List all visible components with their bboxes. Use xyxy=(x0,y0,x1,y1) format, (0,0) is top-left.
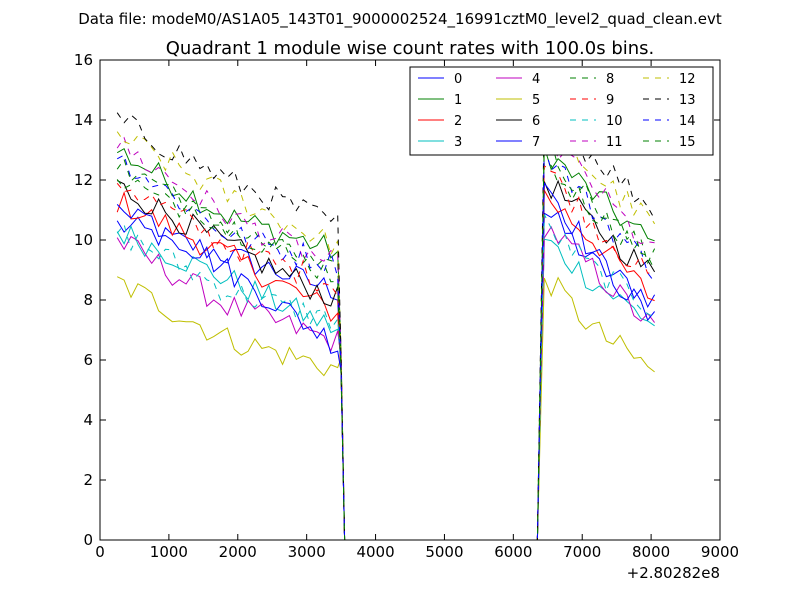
legend-label-14: 14 xyxy=(679,114,696,129)
series-line-8 xyxy=(116,161,656,541)
plot-lines xyxy=(116,112,656,541)
series-line-15 xyxy=(116,135,656,541)
series-line-7 xyxy=(116,181,655,541)
series-line-6 xyxy=(116,179,656,541)
y-tick-label: 10 xyxy=(74,231,93,249)
x-tick-label: 9000 xyxy=(701,543,739,561)
x-tick-label: 1000 xyxy=(150,543,188,561)
legend-label-5: 5 xyxy=(532,93,540,108)
series-line-4 xyxy=(116,225,655,541)
legend-label-9: 9 xyxy=(606,93,614,108)
x-tick-label: 7000 xyxy=(563,543,601,561)
x-tick-label: 8000 xyxy=(632,543,670,561)
series-line-9 xyxy=(116,164,655,541)
legend-label-12: 12 xyxy=(679,72,696,87)
y-tick-label: 8 xyxy=(83,291,93,309)
series-line-2 xyxy=(116,188,655,541)
y-tick-label: 16 xyxy=(74,51,93,69)
legend-label-8: 8 xyxy=(606,72,614,87)
x-tick-label: 4000 xyxy=(356,543,394,561)
series-line-1 xyxy=(116,146,655,541)
series-line-12 xyxy=(116,122,656,541)
legend-label-0: 0 xyxy=(454,72,462,87)
x-tick-label: 3000 xyxy=(288,543,326,561)
legend-label-3: 3 xyxy=(454,135,462,150)
y-tick-label: 6 xyxy=(83,351,93,369)
y-tick-label: 12 xyxy=(74,171,93,189)
legend-label-15: 15 xyxy=(679,135,696,150)
x-offset-label: +2.80282e8 xyxy=(627,564,720,582)
x-tick-label: 6000 xyxy=(494,543,532,561)
legend-label-11: 11 xyxy=(606,135,623,150)
legend-label-1: 1 xyxy=(454,93,462,108)
series-line-14 xyxy=(116,145,655,541)
legend-label-13: 13 xyxy=(679,93,696,108)
legend-box xyxy=(409,66,714,156)
series-line-3 xyxy=(116,225,655,541)
x-tick-label: 0 xyxy=(95,543,105,561)
series-line-5 xyxy=(116,276,655,541)
y-tick-label: 0 xyxy=(83,531,93,549)
series-line-11 xyxy=(116,127,655,541)
figure-suptitle: Data file: modeM0/AS1A05_143T01_90000025… xyxy=(78,10,722,29)
x-tick-label: 5000 xyxy=(425,543,463,561)
series-line-13 xyxy=(116,112,656,541)
legend-label-7: 7 xyxy=(532,135,540,150)
y-tick-label: 14 xyxy=(74,111,93,129)
y-tick-label: 2 xyxy=(83,471,93,489)
legend-label-10: 10 xyxy=(606,114,623,129)
legend-label-6: 6 xyxy=(532,114,540,129)
series-line-0 xyxy=(116,211,656,541)
chart-title: Quadrant 1 module wise count rates with … xyxy=(166,38,655,59)
axis-ticks: 0 1000 2000 3000 4000 5000 6000 7000 8000 9000 0 2 4… xyxy=(74,51,739,561)
x-tick-label: 2000 xyxy=(219,543,257,561)
legend-label-4: 4 xyxy=(532,72,540,87)
y-tick-label: 4 xyxy=(83,411,93,429)
series-line-10 xyxy=(116,214,655,541)
legend-label-2: 2 xyxy=(454,114,462,129)
